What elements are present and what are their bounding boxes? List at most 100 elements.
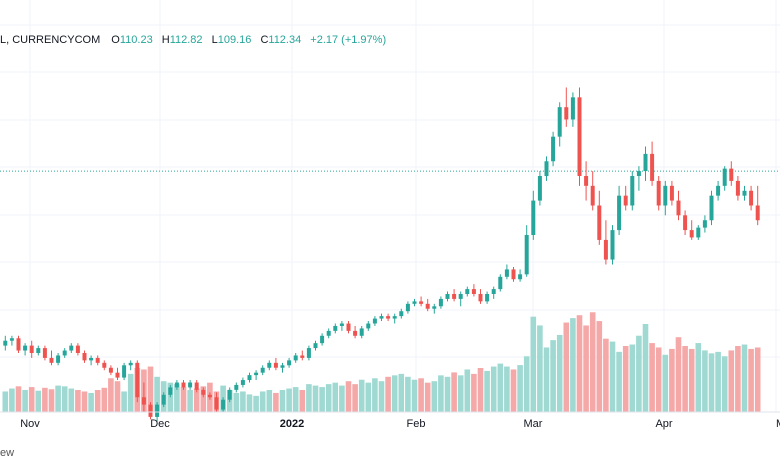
candle[interactable] <box>326 328 331 339</box>
candle[interactable] <box>485 291 490 304</box>
candle[interactable] <box>524 225 529 277</box>
candle[interactable] <box>696 225 701 240</box>
candle[interactable] <box>62 348 67 358</box>
candle[interactable] <box>557 102 562 147</box>
candle[interactable] <box>425 298 430 312</box>
candle[interactable] <box>551 131 556 167</box>
candle[interactable] <box>42 345 47 361</box>
candle[interactable] <box>432 303 437 314</box>
candle[interactable] <box>333 323 338 334</box>
candle[interactable] <box>339 321 344 331</box>
candle[interactable] <box>287 357 292 368</box>
candle[interactable] <box>689 220 694 240</box>
candle[interactable] <box>643 146 648 181</box>
candle[interactable] <box>75 343 80 356</box>
candle[interactable] <box>445 291 450 302</box>
candle[interactable] <box>498 274 503 292</box>
candle[interactable] <box>313 340 318 351</box>
candle[interactable] <box>650 141 655 186</box>
candle[interactable] <box>29 340 34 358</box>
candle[interactable] <box>623 185 628 211</box>
candle[interactable] <box>161 392 166 408</box>
candle[interactable] <box>405 301 410 314</box>
candle[interactable] <box>194 380 199 393</box>
candle[interactable] <box>504 264 509 280</box>
candle[interactable] <box>56 353 61 366</box>
candle[interactable] <box>82 350 87 363</box>
candle[interactable] <box>709 190 714 226</box>
candle[interactable] <box>392 313 397 324</box>
candle[interactable] <box>267 360 272 371</box>
candle[interactable] <box>23 343 28 356</box>
candle[interactable] <box>49 350 54 366</box>
candle[interactable] <box>174 380 179 390</box>
candle[interactable] <box>537 171 542 206</box>
candle[interactable] <box>656 176 661 211</box>
candle[interactable] <box>742 185 747 201</box>
candle[interactable] <box>564 87 569 127</box>
candle[interactable] <box>16 335 21 353</box>
candle[interactable] <box>676 190 681 221</box>
candle[interactable] <box>346 321 351 334</box>
candle[interactable] <box>95 355 100 366</box>
candle[interactable] <box>636 166 641 191</box>
candle[interactable] <box>128 360 133 371</box>
candle[interactable] <box>115 367 120 381</box>
candle[interactable] <box>240 377 245 388</box>
candle[interactable] <box>379 313 384 322</box>
candle[interactable] <box>353 325 358 339</box>
candle[interactable] <box>102 360 107 371</box>
candle[interactable] <box>399 308 404 319</box>
candle[interactable] <box>372 316 377 326</box>
candle[interactable] <box>729 161 734 186</box>
candle[interactable] <box>207 392 212 400</box>
candle[interactable] <box>386 313 391 322</box>
candle[interactable] <box>359 325 364 339</box>
candle[interactable] <box>141 382 146 413</box>
candle[interactable] <box>135 360 140 403</box>
candle[interactable] <box>597 190 602 245</box>
candle[interactable] <box>544 156 549 181</box>
candle[interactable] <box>610 225 615 265</box>
candle[interactable] <box>221 397 226 412</box>
candle[interactable] <box>603 220 608 265</box>
candle[interactable] <box>201 387 206 398</box>
candle[interactable] <box>69 343 74 353</box>
candle[interactable] <box>214 392 219 412</box>
candle[interactable] <box>306 345 311 361</box>
candle[interactable] <box>531 190 536 240</box>
candle[interactable] <box>722 166 727 191</box>
candle[interactable] <box>590 171 595 211</box>
candle[interactable] <box>452 289 457 302</box>
candle[interactable] <box>260 365 265 376</box>
candle[interactable] <box>148 402 153 420</box>
candle[interactable] <box>273 357 278 371</box>
candle[interactable] <box>630 171 635 211</box>
candle[interactable] <box>663 180 668 216</box>
candle[interactable] <box>458 291 463 307</box>
candle[interactable] <box>227 387 232 403</box>
candle[interactable] <box>755 185 760 226</box>
candle[interactable] <box>491 286 496 299</box>
candle[interactable] <box>9 335 14 346</box>
candle[interactable] <box>511 266 516 282</box>
candle[interactable] <box>108 365 113 376</box>
candle[interactable] <box>669 180 674 206</box>
candle[interactable] <box>438 296 443 309</box>
candle[interactable] <box>168 384 173 398</box>
candle[interactable] <box>617 185 622 235</box>
candle[interactable] <box>584 161 589 201</box>
candle[interactable] <box>280 362 285 373</box>
candle[interactable] <box>36 345 41 356</box>
candle[interactable] <box>254 370 259 381</box>
candle[interactable] <box>577 87 582 186</box>
candle[interactable] <box>683 210 688 235</box>
candle[interactable] <box>735 176 740 201</box>
candle[interactable] <box>749 185 754 211</box>
candle[interactable] <box>234 382 239 393</box>
candle[interactable] <box>293 353 298 363</box>
candle[interactable] <box>181 380 186 390</box>
candle[interactable] <box>122 362 127 381</box>
candle[interactable] <box>419 296 424 307</box>
